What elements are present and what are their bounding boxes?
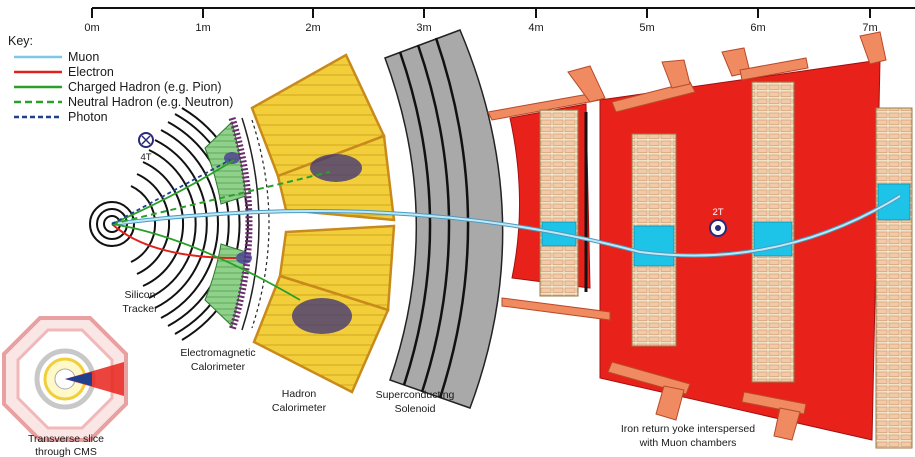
legend-entry-photon: Photon bbox=[14, 110, 108, 124]
muon-chamber bbox=[539, 109, 579, 297]
field-symbol-2t: 2T bbox=[709, 207, 727, 237]
label-slice-line1: Transverse slice bbox=[28, 433, 104, 445]
ruler-label-0m: 0m bbox=[84, 22, 99, 34]
track-muon bbox=[111, 195, 901, 257]
track-charged-hadron bbox=[111, 159, 235, 225]
muon-station-4 bbox=[875, 107, 913, 449]
ruler-label-3m: 3m bbox=[416, 22, 431, 34]
thumbnail-highlighted-slice-inner bbox=[65, 372, 92, 386]
legend-title: Key: bbox=[8, 34, 33, 48]
field-label-2t: 2T bbox=[712, 207, 723, 218]
label-yoke-line2: with Muon chambers bbox=[639, 437, 737, 449]
tracker-layer bbox=[160, 129, 219, 319]
yoke-flange bbox=[773, 407, 801, 441]
label-silicon-tracker-line2: Tracker bbox=[122, 303, 158, 315]
label-solenoid-line2: Solenoid bbox=[395, 403, 436, 415]
ruler-label-6m: 6m bbox=[750, 22, 765, 34]
hcal-bottom-block bbox=[252, 274, 390, 394]
muon-station-2 bbox=[631, 133, 677, 347]
ecal-lower-wedge bbox=[204, 243, 247, 327]
ecal-outer-layer bbox=[241, 117, 260, 331]
legend-entry-electron: Electron bbox=[14, 65, 114, 79]
label-hcal-line1: Hadron bbox=[282, 388, 317, 400]
yoke-flange bbox=[607, 361, 691, 395]
tracker-layer bbox=[136, 173, 171, 275]
yoke-flange bbox=[859, 31, 887, 65]
tracker-layer bbox=[181, 107, 249, 341]
label-ecal-line1: Electromagnetic bbox=[180, 347, 255, 359]
ecal-outer-layer bbox=[228, 116, 253, 332]
legend-label-muon: Muon bbox=[68, 50, 99, 64]
label-hcal-line2: Calorimeter bbox=[272, 402, 327, 414]
ecal-shower bbox=[224, 152, 240, 164]
label-yoke-line1: Iron return yoke interspersed bbox=[621, 423, 755, 435]
yoke-flange bbox=[739, 57, 809, 81]
legend-label-electron: Electron bbox=[68, 65, 114, 79]
tracker-layer bbox=[154, 139, 208, 309]
ruler-label-7m: 7m bbox=[862, 22, 877, 34]
label-solenoid-line1: Superconducting bbox=[376, 389, 455, 401]
legend-label-charged-hadron: Charged Hadron (e.g. Pion) bbox=[68, 80, 222, 94]
muon-chamber-cells bbox=[877, 183, 911, 221]
tracker-layer bbox=[148, 149, 197, 299]
yoke-flange bbox=[611, 81, 696, 113]
thumbnail-highlighted-slice bbox=[65, 362, 124, 396]
ruler-label-2m: 2m bbox=[305, 22, 320, 34]
legend-label-photon: Photon bbox=[68, 110, 108, 124]
ruler-label-5m: 5m bbox=[639, 22, 654, 34]
ruler-label-1m: 1m bbox=[195, 22, 210, 34]
hadron-calorimeter bbox=[250, 53, 396, 394]
iron-return-yoke bbox=[487, 31, 913, 449]
label-slice-line2: through CMS bbox=[35, 446, 97, 457]
yoke-flange bbox=[487, 91, 601, 121]
ruler-ticks bbox=[91, 8, 871, 18]
label-silicon-tracker-line1: Silicon bbox=[125, 289, 156, 301]
field-label-4t: 4T bbox=[140, 152, 151, 163]
component-labels: Silicon Tracker Electromagnetic Calorime… bbox=[28, 289, 755, 457]
transverse-slice-thumbnail bbox=[2, 316, 128, 442]
tracker-layer bbox=[174, 113, 241, 335]
ruler-label-4m: 4m bbox=[528, 22, 543, 34]
yoke-flange bbox=[655, 385, 685, 421]
hcal-shower bbox=[310, 154, 362, 182]
track-charged-hadron bbox=[111, 223, 301, 301]
legend-label-neutral-hadron: Neutral Hadron (e.g. Neutron) bbox=[68, 95, 233, 109]
ecal-shower bbox=[236, 252, 252, 264]
muon-station-3 bbox=[751, 81, 795, 383]
tracker-layer bbox=[142, 161, 184, 287]
particle-tracks bbox=[111, 159, 902, 301]
legend-entry-muon: Muon bbox=[14, 50, 99, 64]
electromagnetic-calorimeter bbox=[204, 116, 270, 332]
field-symbol-4t: 4T bbox=[138, 132, 154, 163]
yoke-flange bbox=[661, 59, 691, 89]
legend-entry-neutral-hadron: Neutral Hadron (e.g. Neutron) bbox=[14, 95, 233, 109]
solenoid-coil-line bbox=[398, 51, 432, 386]
silicon-tracker bbox=[89, 107, 249, 341]
legend-entry-charged-hadron: Charged Hadron (e.g. Pion) bbox=[14, 80, 222, 94]
yoke-flange bbox=[741, 391, 807, 415]
tracker-core-ring bbox=[89, 201, 135, 247]
muon-chamber-cells bbox=[633, 225, 675, 267]
yoke-flange bbox=[501, 297, 611, 321]
field-cross-icon bbox=[141, 135, 151, 145]
tracker-layer bbox=[167, 121, 230, 327]
ecal-outer-layer bbox=[251, 119, 270, 329]
track-neutral-hadron bbox=[111, 171, 331, 225]
tracker-layer bbox=[130, 185, 157, 263]
muon-chamber bbox=[875, 107, 913, 449]
distance-ruler: 0m 1m 2m 3m 4m 5m 6m 7m bbox=[84, 7, 915, 34]
track-photon bbox=[111, 159, 231, 225]
hcal-shower bbox=[292, 298, 352, 334]
legend: Key: Muon Electron Charged Hadron (e.g. … bbox=[8, 34, 233, 124]
label-ecal-line2: Calorimeter bbox=[191, 361, 246, 373]
field-dot-icon bbox=[715, 225, 721, 231]
yoke-flange bbox=[567, 65, 606, 103]
